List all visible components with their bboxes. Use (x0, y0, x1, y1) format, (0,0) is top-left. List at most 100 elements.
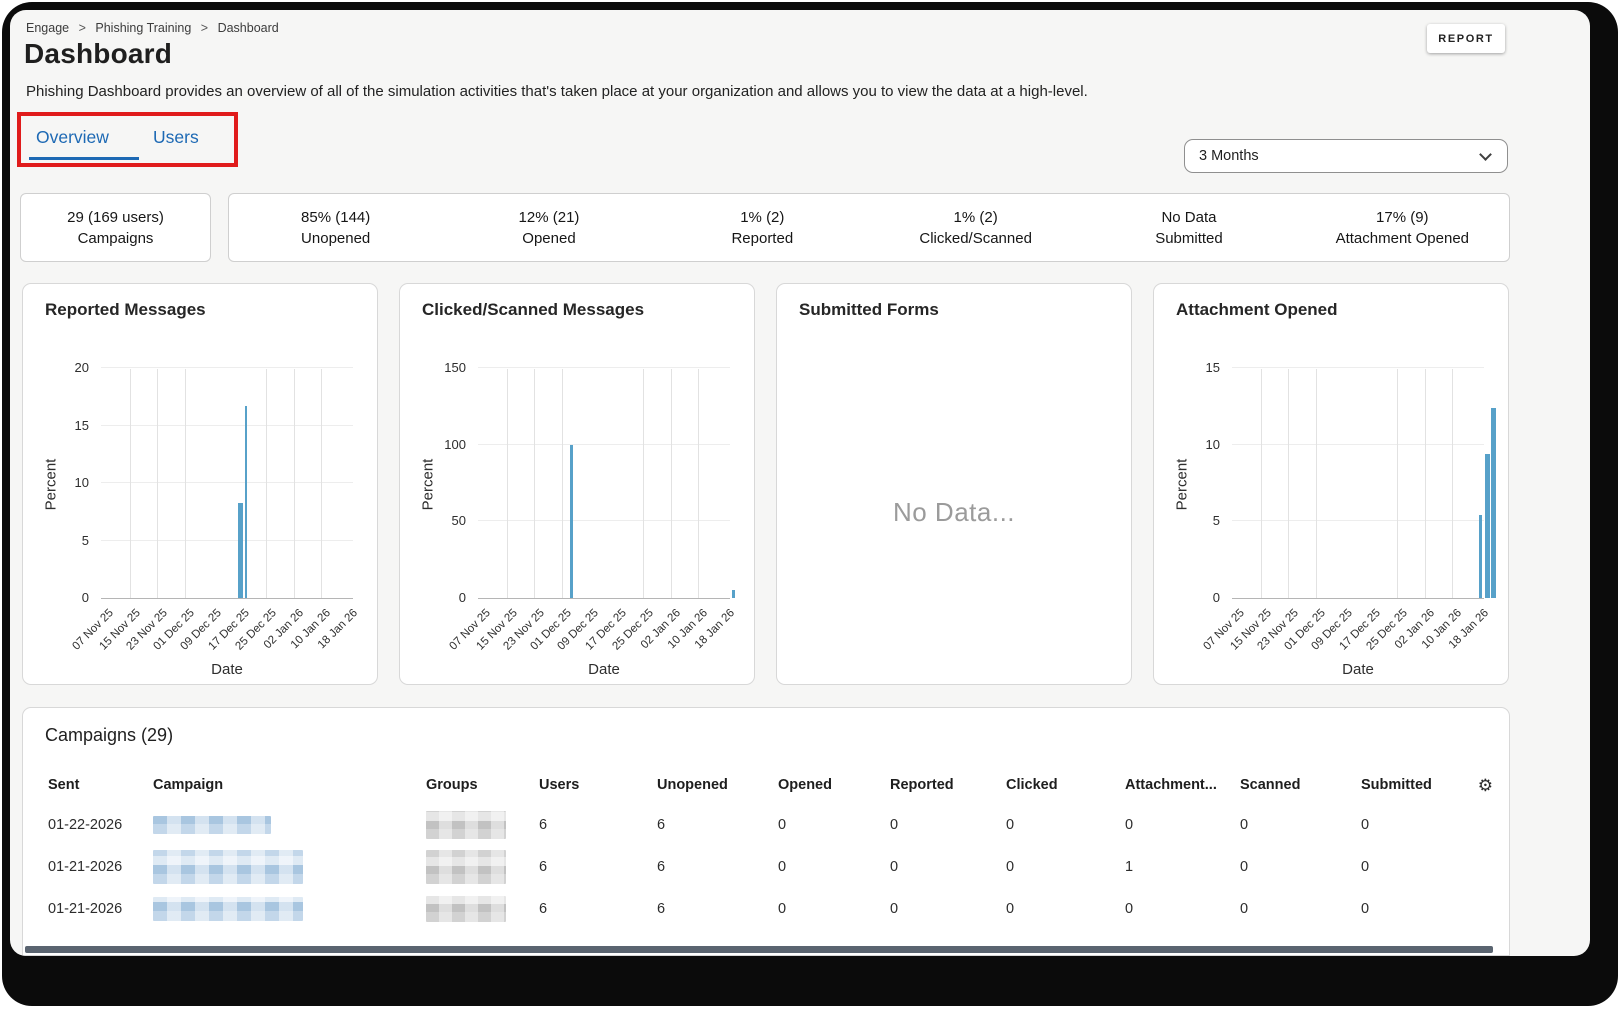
gridline-horizontal (478, 520, 730, 522)
gridline-vertical (507, 369, 509, 598)
cell-value: 0 (1006, 859, 1015, 875)
x-axis-label: Date (588, 661, 620, 678)
column-header-clicked: Clicked (1006, 777, 1058, 793)
cell-value: 0 (778, 901, 787, 917)
gridline-horizontal (478, 367, 730, 368)
bar (1484, 453, 1490, 598)
plot-area (101, 367, 353, 599)
cell-groups (426, 896, 539, 922)
gridline-vertical (130, 369, 132, 598)
cell-value: 6 (657, 859, 666, 875)
table-row[interactable]: 01-22-2026 6 6 0 0 0 0 0 0 (23, 804, 1509, 846)
breadcrumb-phishing-training[interactable]: Phishing Training (95, 21, 192, 35)
gridline-vertical (266, 369, 268, 598)
stat-metric-value: 85% (144) (301, 208, 371, 226)
column-header-campaign: Campaign (153, 777, 224, 793)
cell-value: 0 (1361, 859, 1370, 875)
cell-campaign (153, 897, 426, 921)
report-button[interactable]: REPORT (1427, 24, 1505, 53)
y-tick-label: 0 (458, 590, 466, 605)
stat-metric-value: 12% (21) (518, 208, 580, 226)
gridline-vertical (1261, 369, 1263, 598)
chart-area: 0 5 10 15 20 Percent 07 Nov 25 15 Nov 25 23 Nov … (23, 284, 377, 684)
cell-value: 0 (1361, 901, 1370, 917)
metrics-stat-card: 85% (144) Unopened 12% (21) Opened 1% (2) Rep… (228, 193, 1510, 262)
gridline-vertical (293, 369, 295, 598)
stat-metric: 85% (144) Unopened (229, 209, 442, 247)
redacted-group-name (426, 811, 506, 839)
y-tick-label: 20 (74, 360, 89, 375)
column-header-opened: Opened (778, 777, 832, 793)
bar (1491, 407, 1497, 598)
stat-metric-label: Submitted (1155, 229, 1223, 247)
table-row[interactable]: 01-21-2026 6 6 0 0 0 0 0 0 (23, 888, 1509, 930)
stat-metric: 12% (21) Opened (442, 209, 655, 247)
cell-value: 6 (539, 859, 548, 875)
breadcrumb-dashboard: Dashboard (217, 21, 279, 35)
gridline-horizontal (1232, 367, 1484, 368)
tab-overview[interactable]: Overview (36, 127, 109, 147)
stat-metric-label: Reported (731, 229, 794, 247)
stat-metric-label: Unopened (301, 229, 371, 247)
cell-sent: 01-21-2026 (48, 859, 123, 875)
chart-area: 0 5 10 15 Percent 07 Nov 25 15 Nov 25 23 Nov 25… (1154, 284, 1508, 684)
panel-title: Clicked/Scanned Messages (422, 300, 645, 319)
redacted-campaign-name (153, 816, 271, 834)
cell-value: 0 (890, 817, 899, 833)
column-header-scanned: Scanned (1240, 777, 1301, 793)
cell-value: 0 (1125, 817, 1134, 833)
panel-title: Reported Messages (45, 300, 206, 319)
redacted-campaign-name (153, 897, 303, 921)
plot-area (478, 367, 735, 599)
gridline-vertical (184, 369, 186, 598)
y-axis-label: Percent (419, 458, 437, 511)
campaigns-table-title: Campaigns (29) (45, 725, 174, 745)
y-tick-label: 10 (74, 475, 89, 490)
y-tick-label: 150 (444, 360, 466, 375)
annotation-highlight-box (17, 112, 238, 167)
gridline-vertical (320, 369, 322, 598)
gridline-horizontal (1232, 443, 1484, 445)
chart-area: 0 50 100 150 Percent 07 Nov 25 15 Nov 25 23 Nov… (400, 284, 754, 684)
breadcrumb-engage[interactable]: Engage (26, 21, 70, 35)
cell-value: 0 (1240, 817, 1249, 833)
campaigns-table-card: Campaigns (29) Sent Campaign Groups Users Un… (22, 707, 1510, 956)
panel-title: Attachment Opened (1176, 300, 1338, 319)
gridline-vertical (643, 369, 645, 598)
chevron-down-icon (1479, 148, 1492, 161)
bar (731, 590, 735, 598)
stat-metric-label: Opened (522, 229, 576, 247)
time-range-value: 3 Months (1199, 148, 1259, 164)
gear-icon[interactable]: ⚙ (1477, 775, 1493, 795)
gridline-vertical (157, 369, 159, 598)
cell-campaign (153, 850, 426, 884)
time-range-select[interactable]: 3 Months (1184, 139, 1508, 173)
submitted-forms-panel: Submitted Forms No Data... (776, 283, 1132, 685)
bar (1479, 515, 1482, 598)
cell-value: 0 (1125, 901, 1134, 917)
y-tick-label: 15 (74, 417, 89, 433)
tab-users[interactable]: Users (153, 127, 199, 147)
stat-metric: No Data Submitted (1082, 209, 1295, 247)
table-row[interactable]: 01-21-2026 6 6 0 0 0 1 0 0 (23, 846, 1509, 888)
attachment-opened-panel: Attachment Opened 0 5 10 15 Percent 07 Nov 25… (1153, 283, 1509, 685)
gridline-horizontal (101, 424, 353, 426)
column-header-groups: Groups (426, 777, 478, 793)
y-axis-label: Percent (42, 458, 60, 511)
column-header-attachment: Attachment... (1125, 777, 1217, 793)
gridline-horizontal (101, 367, 353, 368)
campaigns-stat-label: Campaigns (77, 229, 154, 247)
horizontal-scrollbar[interactable] (25, 946, 1493, 953)
breadcrumb: Engage > Phishing Training > Dashboard (26, 21, 279, 35)
column-header-sent: Sent (48, 777, 80, 793)
gridline-vertical (1315, 369, 1317, 598)
column-header-submitted: Submitted (1361, 777, 1432, 793)
gridline-vertical (561, 369, 563, 598)
gridline-vertical (1397, 369, 1399, 598)
column-header-reported: Reported (890, 777, 954, 793)
table-body: 01-22-2026 6 6 0 0 0 0 0 0 01-21-2026 6 6 0 0 0 1 0 0 01-2… (23, 804, 1509, 930)
x-axis-label: Date (211, 661, 243, 678)
stat-metric: 1% (2) Clicked/Scanned (869, 209, 1082, 247)
panel-title: Submitted Forms (799, 300, 939, 319)
gridline-vertical (534, 369, 536, 598)
